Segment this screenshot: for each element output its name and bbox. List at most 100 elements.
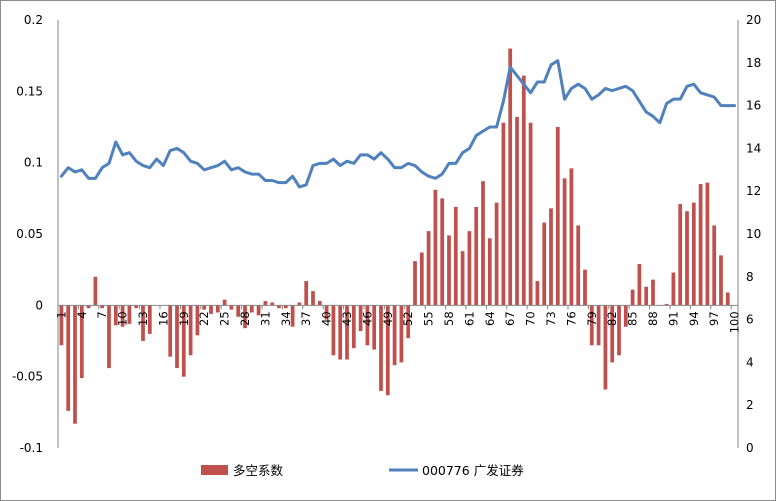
bar	[419, 252, 424, 306]
bar	[79, 305, 84, 379]
bar	[685, 211, 689, 306]
bar	[562, 178, 567, 306]
x-tick-label: 73	[544, 311, 558, 326]
bar	[508, 48, 513, 306]
bar	[569, 168, 574, 306]
x-tick-label: 61	[462, 311, 476, 326]
x-tick-label: 67	[503, 311, 517, 326]
bar	[229, 305, 234, 310]
bar	[494, 202, 499, 306]
y-right-tick-label: 10	[746, 227, 761, 241]
legend-swatch-bar	[201, 465, 228, 475]
bar	[372, 305, 377, 350]
bar	[589, 305, 594, 346]
bar	[433, 189, 438, 306]
bar	[141, 305, 145, 341]
bar	[542, 222, 547, 306]
x-tick-label: 1	[54, 311, 68, 318]
bar	[453, 206, 458, 306]
x-tick-label: 16	[156, 311, 170, 326]
bar	[317, 301, 322, 306]
bar	[222, 299, 227, 306]
bar	[304, 281, 309, 306]
y-right-tick-label: 12	[746, 184, 761, 198]
bar	[113, 305, 118, 326]
legend: 多空系数 000776 广发证券	[201, 463, 524, 478]
bar	[610, 305, 615, 363]
bar	[120, 305, 125, 327]
bar	[413, 261, 417, 306]
bar	[644, 286, 649, 306]
bar	[698, 184, 703, 306]
bar	[406, 305, 411, 339]
bar	[202, 305, 207, 310]
bar	[399, 305, 404, 363]
bar	[671, 272, 676, 306]
x-tick-label: 46	[360, 311, 374, 326]
bar	[168, 305, 173, 357]
x-tick-label: 76	[564, 311, 578, 326]
y-right-tick-label: 6	[746, 313, 754, 327]
bar	[93, 276, 98, 306]
x-tick-label: 70	[524, 311, 538, 326]
bar	[705, 182, 710, 306]
x-tick-label: 52	[401, 311, 415, 326]
bar	[528, 122, 533, 306]
bar	[249, 305, 254, 313]
bar	[175, 305, 179, 369]
tick-labels: -0.1-0.0500.050.10.150.20246810121416182…	[12, 13, 761, 455]
bar	[691, 202, 696, 306]
bar	[331, 305, 336, 356]
bar	[181, 305, 186, 377]
bar	[283, 305, 288, 309]
bar	[651, 279, 655, 306]
x-tick-label: 82	[605, 311, 619, 326]
bar	[583, 269, 587, 306]
bar	[59, 305, 64, 346]
x-tick-label: 64	[483, 311, 497, 326]
y-right-tick-label: 20	[746, 13, 761, 27]
y-right-tick-label: 2	[746, 398, 754, 412]
y-left-tick-label: -0.05	[12, 370, 43, 384]
x-tick-label: 100	[728, 311, 742, 333]
bar	[617, 305, 621, 356]
bar	[66, 305, 71, 411]
x-tick-label: 7	[95, 311, 109, 318]
x-tick-label: 88	[646, 311, 660, 326]
bar	[385, 305, 390, 396]
bar	[460, 251, 465, 306]
bar	[270, 302, 275, 306]
bar	[107, 305, 111, 369]
bar	[134, 305, 139, 309]
x-tick-label: 85	[626, 311, 640, 326]
y-right-tick-label: 16	[746, 99, 761, 113]
bar	[188, 305, 193, 356]
y-right-tick-label: 8	[746, 270, 754, 284]
y-left-tick-label: 0	[35, 298, 43, 312]
x-tick-label: 13	[136, 311, 150, 326]
axes	[57, 20, 739, 448]
bar	[487, 238, 492, 306]
bar	[290, 305, 295, 327]
x-tick-label: 25	[218, 311, 232, 326]
bar	[215, 305, 220, 313]
bar	[576, 225, 581, 306]
bar	[351, 305, 356, 349]
x-tick-label: 55	[422, 311, 436, 326]
bar	[358, 305, 363, 332]
bar	[664, 303, 669, 306]
bar	[678, 204, 683, 306]
bar	[515, 117, 519, 306]
bar	[555, 127, 560, 306]
y-left-tick-label: 0.15	[16, 84, 43, 98]
bar	[549, 208, 553, 306]
x-tick-label: 34	[279, 311, 293, 326]
x-tick-label: 40	[320, 311, 334, 326]
price-line	[59, 59, 737, 189]
bar	[596, 305, 601, 346]
bar	[263, 301, 268, 306]
bar	[297, 302, 302, 306]
bar	[324, 305, 329, 320]
x-tick-label: 43	[340, 311, 354, 326]
